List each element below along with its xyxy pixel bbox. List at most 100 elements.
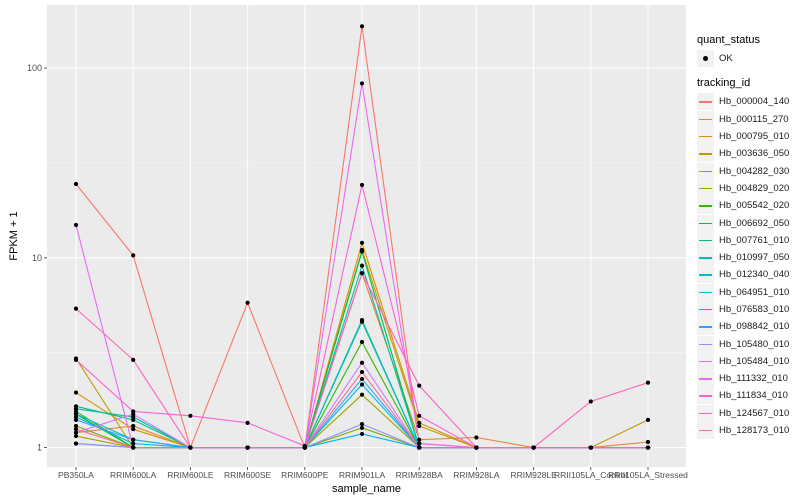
line-key-icon (697, 370, 714, 388)
data-point (73, 306, 79, 311)
line-key-icon (697, 214, 714, 232)
data-point (359, 271, 365, 276)
data-point (359, 81, 365, 86)
data-point (359, 360, 365, 365)
data-point (245, 445, 250, 450)
data-point (474, 445, 479, 450)
data-point (359, 369, 365, 375)
data-point (73, 433, 79, 439)
data-point (131, 423, 136, 429)
line-key-icon (697, 422, 714, 440)
line-key-icon (697, 179, 714, 197)
line-key-icon (697, 283, 714, 301)
line-key-icon (697, 266, 714, 284)
x-tick-label: RRIM600PE (281, 470, 329, 480)
shape-legend-title: quant_status (697, 34, 760, 46)
point-key-icon (697, 50, 714, 68)
data-point (73, 390, 79, 395)
legend: quant_status OK tracking_id Hb_000004_14… (697, 34, 789, 440)
data-point (531, 445, 536, 450)
data-point (245, 420, 250, 425)
line-key-icon (697, 93, 714, 111)
legend-item: Hb_105480_010 (697, 335, 789, 353)
data-point (188, 445, 193, 450)
data-point (73, 406, 79, 411)
data-point (417, 413, 422, 418)
x-tick-label: RRII105LA_Stressed (608, 470, 688, 480)
data-point (417, 420, 422, 425)
x-axis-title: sample_name (332, 483, 401, 495)
legend-item: Hb_111332_010 (697, 370, 789, 388)
data-point (131, 441, 136, 446)
line-key-icon (697, 128, 714, 146)
line-key-icon (697, 352, 714, 370)
data-point (417, 441, 422, 446)
data-point (417, 437, 422, 442)
x-tick-label: RRIM901LA (339, 470, 386, 480)
x-tick-label: RRII105LA_Control (554, 470, 628, 480)
line-key-icon (697, 110, 714, 128)
data-point (359, 182, 365, 188)
line-key-icon (697, 335, 714, 353)
legend-item: Hb_128173_010 (697, 422, 789, 440)
color-legend-title: tracking_id (697, 77, 751, 90)
data-point (645, 417, 651, 422)
legend-item: Hb_064951_010 (697, 283, 789, 301)
legend-item: Hb_124567_010 (697, 404, 789, 422)
data-point (359, 249, 365, 254)
legend-item: Hb_000115_270 (697, 110, 789, 128)
data-point (588, 445, 593, 450)
data-point (131, 253, 136, 258)
y-tick-label: 100 (27, 63, 42, 73)
line-key-icon (697, 318, 714, 336)
legend-item: Hb_010997_050 (697, 249, 789, 267)
y-axis-title: FPKM + 1 (8, 211, 20, 260)
data-point (359, 421, 365, 427)
line-key-icon (697, 404, 714, 422)
data-point (359, 319, 365, 324)
data-point (131, 445, 136, 450)
x-tick-label: PB350LA (58, 470, 94, 480)
data-point (359, 392, 365, 397)
data-point (73, 417, 79, 422)
shape-legend-item: OK (697, 50, 789, 68)
legend-item: Hb_105484_010 (697, 352, 789, 370)
data-point (474, 435, 479, 440)
line-key-icon (697, 387, 714, 405)
legend-item: Hb_076583_010 (697, 301, 789, 318)
data-point (131, 427, 136, 432)
data-point (73, 430, 79, 435)
y-tick-label: 10 (32, 253, 42, 263)
legend-item: Hb_003636_050 (697, 145, 789, 163)
data-point (645, 380, 651, 385)
data-point (73, 357, 79, 362)
legend-item: Hb_000795_010 (697, 128, 789, 146)
data-point (359, 425, 365, 430)
x-tick-label: RRIM928LA (453, 470, 500, 480)
data-point (73, 414, 79, 420)
legend-item: Hb_004282_030 (697, 162, 789, 180)
data-point (359, 240, 365, 245)
legend-item: Hb_000004_140 (697, 93, 789, 111)
legend-item: Hb_007761_010 (697, 231, 789, 249)
data-point (73, 181, 79, 187)
legend-item: Hb_098842_010 (697, 318, 789, 336)
line-key-icon (697, 145, 714, 163)
x-tick-label: RRIM928LE (510, 470, 557, 480)
data-point (645, 445, 651, 450)
line-key-icon (697, 197, 714, 215)
data-point (131, 409, 136, 414)
data-point (302, 445, 307, 450)
data-point (417, 383, 422, 388)
data-point (73, 441, 79, 446)
line-key-icon (697, 301, 714, 318)
legend-item: Hb_005542_020 (697, 197, 789, 215)
data-point (73, 427, 79, 432)
x-tick-label: RRIM600SE (224, 470, 272, 480)
x-tick-label: RRIM600LE (167, 470, 214, 480)
line-key-icon (697, 249, 714, 267)
data-point (359, 339, 365, 345)
legend-item: Hb_004829_020 (697, 179, 789, 197)
